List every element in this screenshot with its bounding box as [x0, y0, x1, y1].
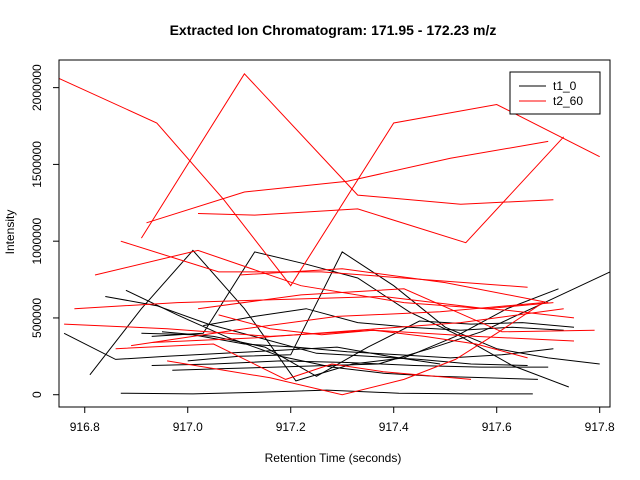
y-tick-label: 1000000	[30, 217, 44, 264]
legend-label-t1-0: t1_0	[553, 79, 577, 93]
legend-box	[509, 71, 601, 115]
series-line-t2-60-6	[120, 240, 528, 288]
series-line-t2-60-1	[58, 77, 600, 287]
series-line-t1-0-12	[151, 360, 549, 368]
y-tick-label: 0	[30, 391, 44, 398]
series-line-t1-0-3	[105, 296, 528, 366]
x-tick-label: 917.0	[173, 420, 203, 434]
y-axis: 0 500000 1000000 1500000 2000000	[30, 64, 59, 398]
series-line-t2-60-5	[94, 249, 575, 319]
series-line-t2-60-15	[239, 268, 549, 304]
series-line-t1-0-11	[120, 389, 533, 395]
x-tick-label: 917.2	[276, 420, 306, 434]
x-axis: 916.8 917.0 917.2 917.4 917.6 917.8	[70, 407, 615, 434]
series-line-t2-60-13	[167, 302, 544, 396]
legend-label-t2-60: t2_60	[553, 94, 583, 108]
plot-frame	[58, 59, 611, 408]
chart-title: Extracted Ion Chromatogram: 171.95 - 172…	[170, 22, 497, 38]
series-line-t2-60-10	[151, 308, 564, 343]
series-lines	[58, 72, 611, 396]
legend: t1_0 t2_60	[509, 71, 601, 115]
x-tick-label: 917.8	[585, 420, 615, 434]
y-axis-label: Intensity	[3, 210, 17, 255]
series-line-t2-60-14	[218, 314, 528, 359]
series-line-t2-60-3	[146, 140, 549, 224]
y-tick-label: 1500000	[30, 141, 44, 188]
x-tick-label: 916.8	[70, 420, 100, 434]
x-axis-label: Retention Time (seconds)	[265, 451, 402, 465]
x-tick-label: 917.4	[379, 420, 409, 434]
series-line-t2-60-4	[197, 136, 565, 244]
series-line-t1-0-1	[63, 332, 441, 365]
series-line-t1-0-9	[187, 251, 600, 365]
series-line-t2-60-8	[74, 295, 554, 310]
y-tick-label: 500000	[30, 298, 44, 338]
series-line-t1-0-5	[141, 332, 554, 359]
series-line-t2-60-11	[197, 288, 595, 333]
series-line-t1-0-7	[161, 320, 575, 377]
series-line-t1-0-10	[203, 308, 564, 331]
series-line-t2-60-2	[140, 72, 554, 239]
x-tick-label: 917.6	[482, 420, 512, 434]
series-line-t2-60-9	[131, 302, 544, 347]
series-line-t2-60-12	[115, 343, 472, 380]
y-tick-label: 2000000	[30, 64, 44, 111]
